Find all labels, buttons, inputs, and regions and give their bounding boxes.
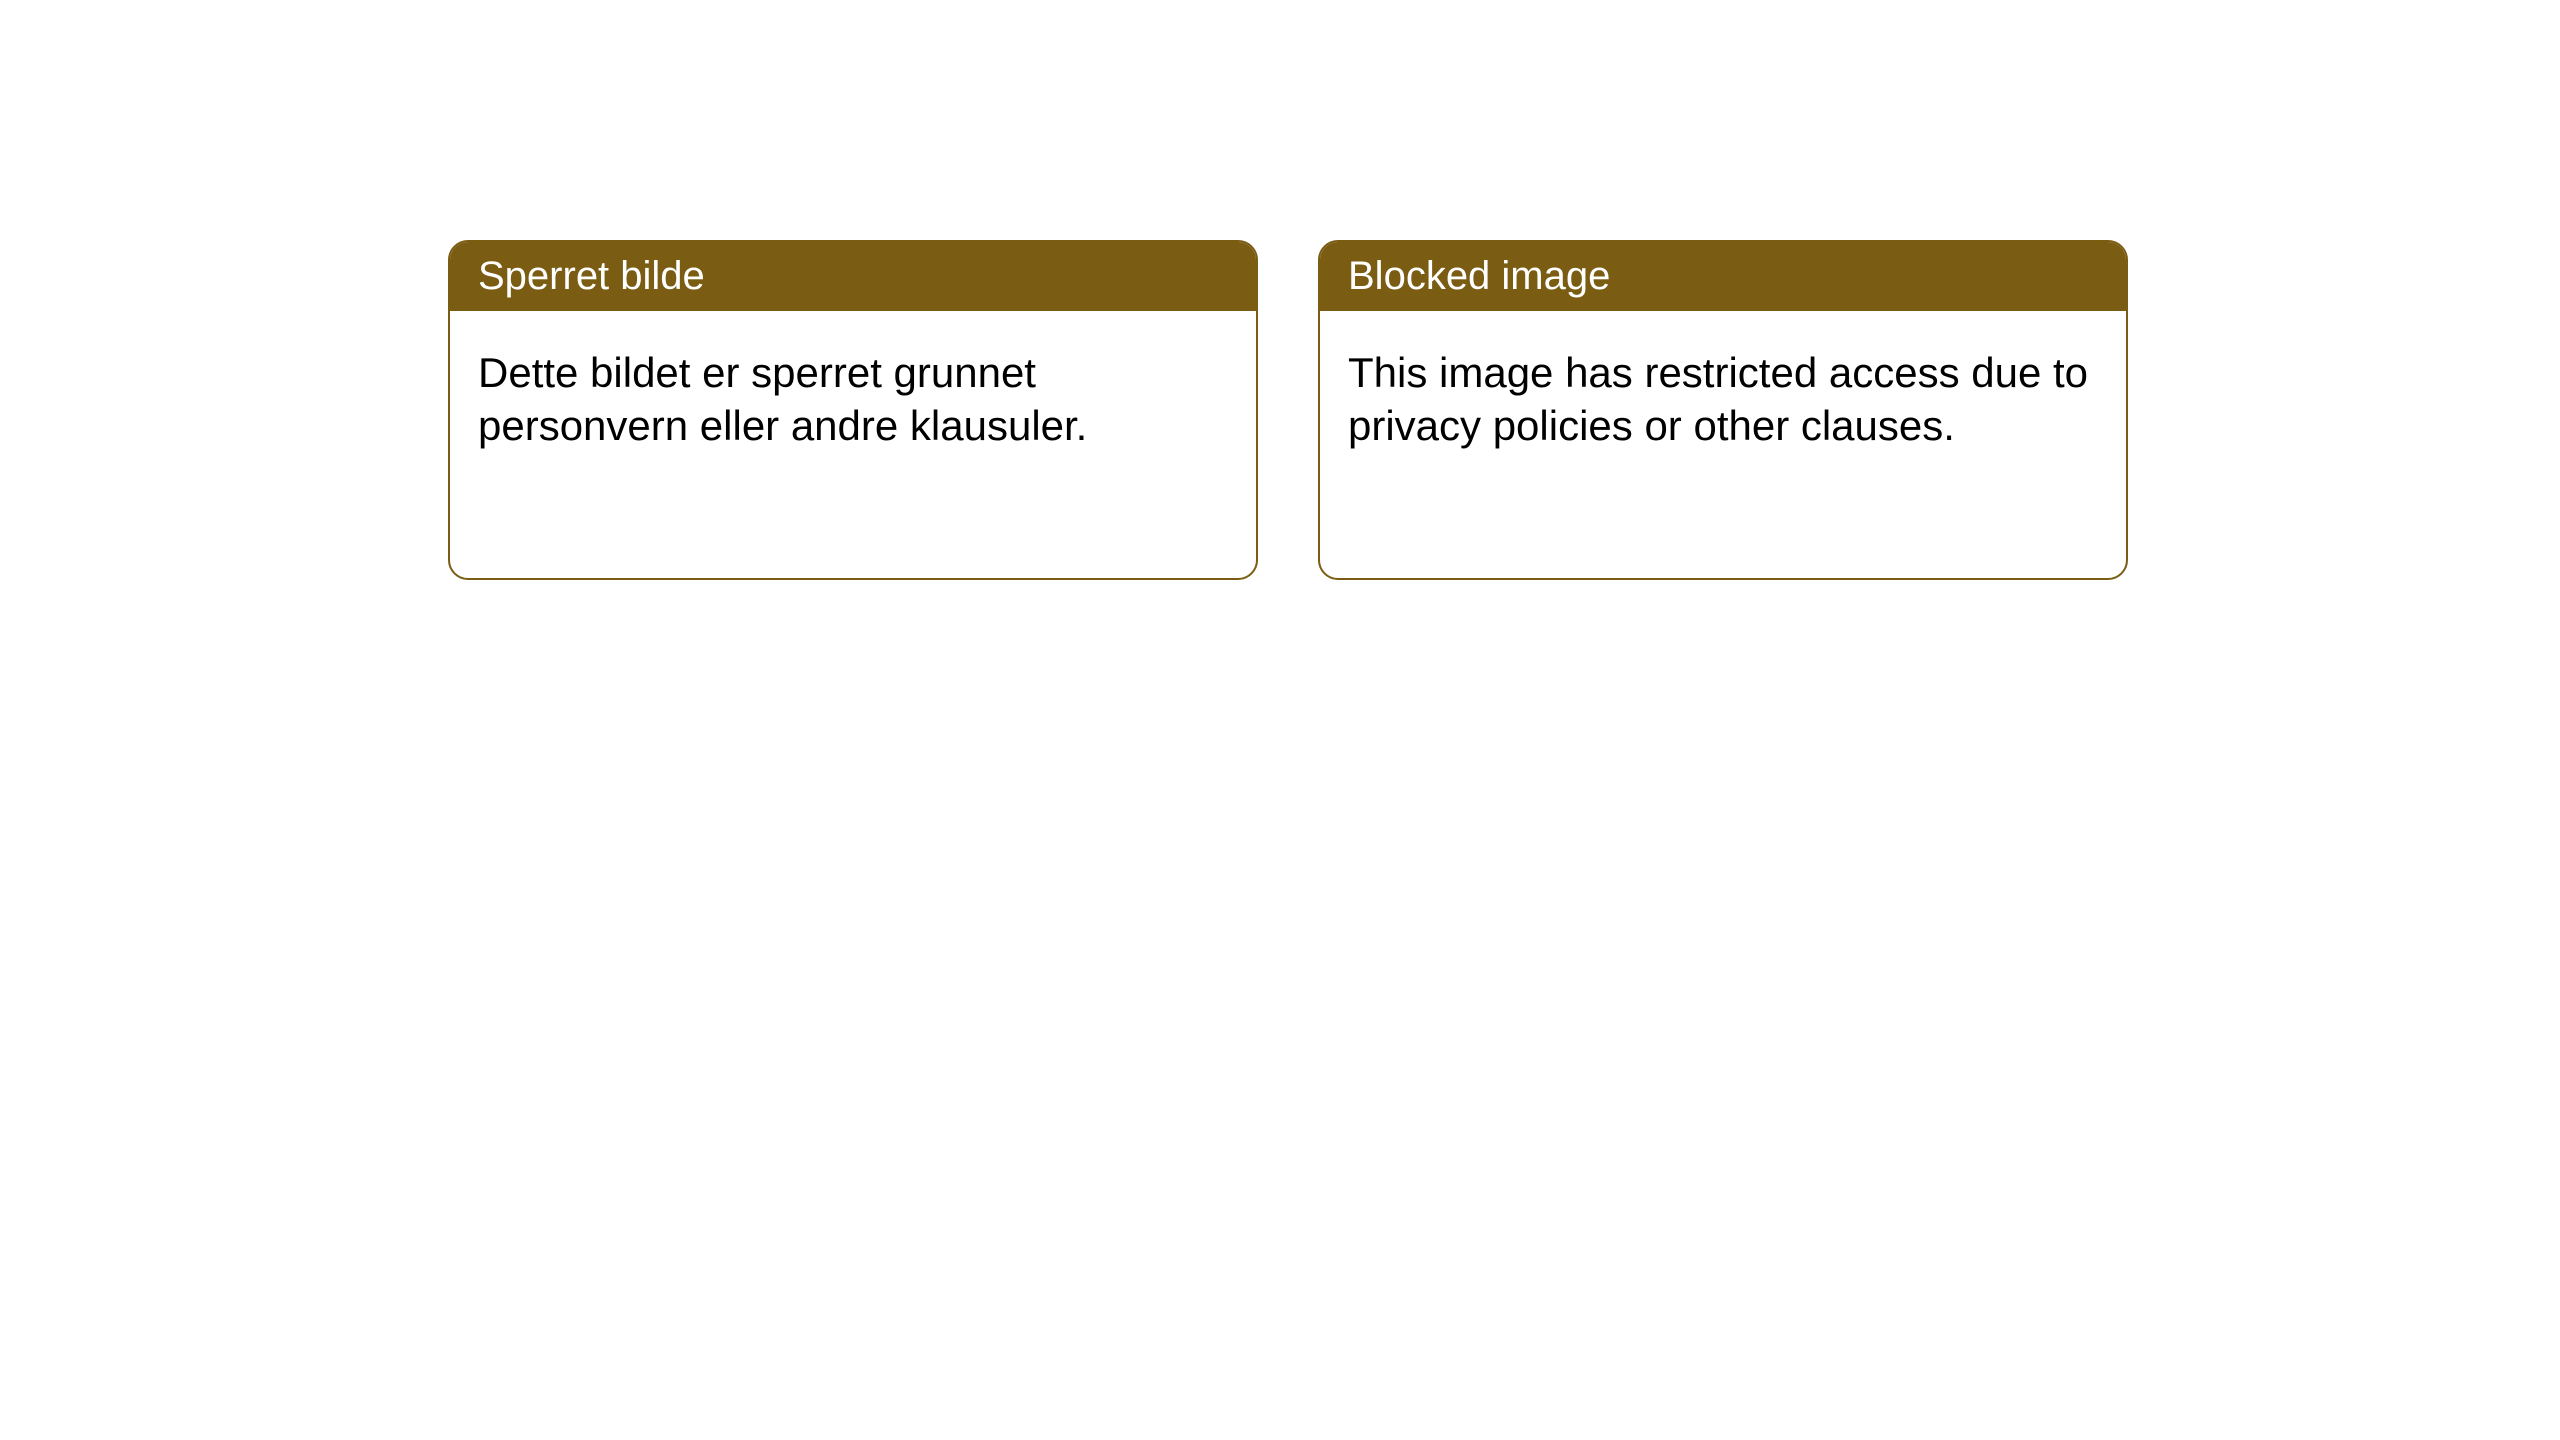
card-title: Sperret bilde [478, 254, 705, 298]
notice-card-english: Blocked image This image has restricted … [1318, 240, 2128, 580]
card-body: Dette bildet er sperret grunnet personve… [450, 311, 1256, 488]
card-body-text: Dette bildet er sperret grunnet personve… [478, 349, 1087, 449]
notice-card-norwegian: Sperret bilde Dette bildet er sperret gr… [448, 240, 1258, 580]
card-header: Blocked image [1320, 242, 2126, 311]
notice-container: Sperret bilde Dette bildet er sperret gr… [448, 240, 2128, 580]
card-header: Sperret bilde [450, 242, 1256, 311]
card-title: Blocked image [1348, 254, 1610, 298]
card-body: This image has restricted access due to … [1320, 311, 2126, 488]
card-body-text: This image has restricted access due to … [1348, 349, 2088, 449]
